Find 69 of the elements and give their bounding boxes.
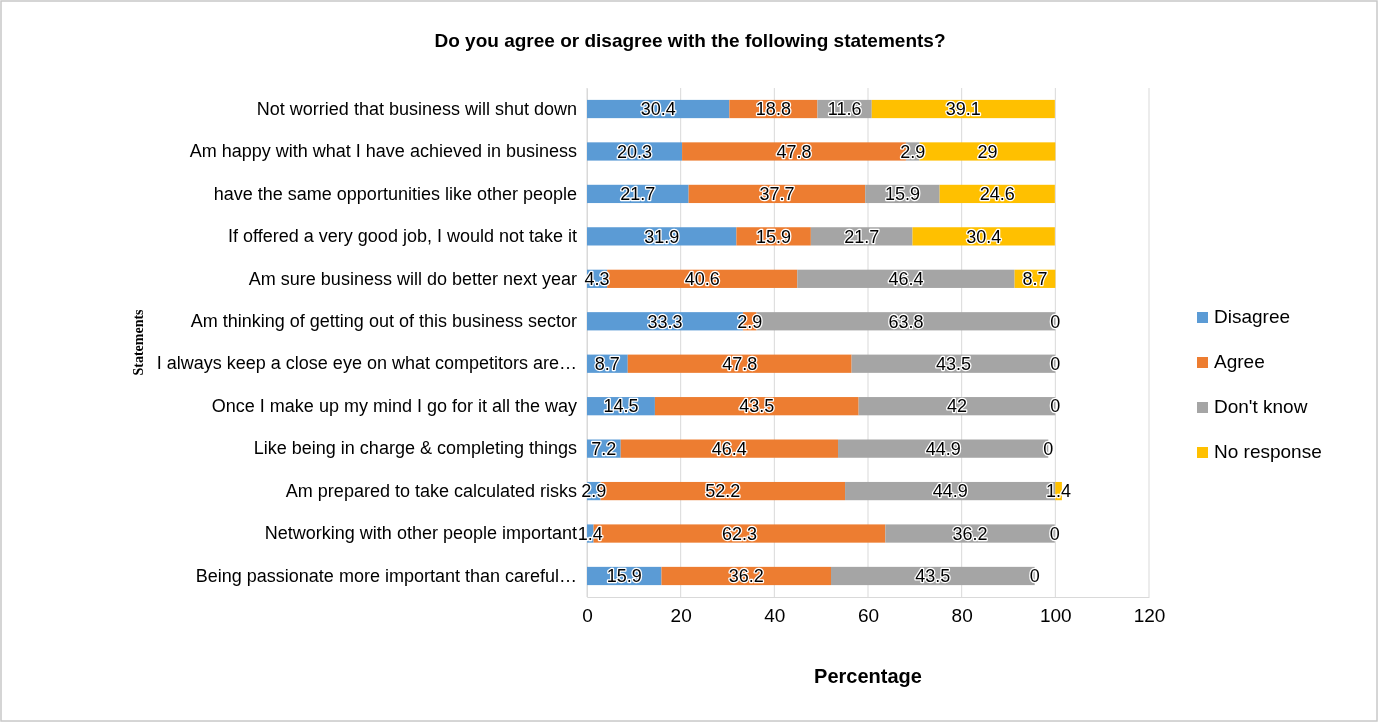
data-label: 21.7 [620, 184, 656, 205]
x-tick-label: 120 [1133, 605, 1166, 627]
data-label: 47.8 [722, 354, 758, 375]
data-label: 15.9 [756, 226, 792, 247]
legend-label: Disagree [1214, 306, 1291, 327]
data-label: 0 [1049, 523, 1060, 544]
y-axis-title: Statements [130, 308, 146, 376]
x-tick-label: 40 [764, 605, 786, 627]
legend-label: Don't know [1214, 396, 1308, 417]
y-tick-label: Being passionate more important than careful… [195, 565, 577, 586]
data-label: 37.7 [759, 184, 795, 205]
data-label: 43.5 [915, 566, 951, 587]
data-label: 30.4 [966, 226, 1002, 247]
data-label: 15.9 [606, 566, 642, 587]
data-label: 30.4 [640, 99, 676, 120]
data-label: 18.8 [755, 99, 791, 120]
data-label: 1.4 [577, 523, 603, 544]
data-label: 14.5 [603, 396, 639, 417]
chart-title: Do you agree or disagree with the following statements? [434, 30, 946, 51]
data-label: 46.4 [888, 269, 924, 290]
legend-label: No response [1214, 441, 1322, 462]
y-tick-label: Am happy with what I have achieved in business [189, 141, 577, 162]
data-label: 21.7 [844, 226, 880, 247]
data-label: 8.7 [594, 354, 620, 375]
data-label: 0 [1029, 566, 1040, 587]
data-label: 24.6 [979, 184, 1015, 205]
y-tick-label: If offered a very good job, I would not take it [228, 226, 577, 247]
data-label: 43.5 [935, 354, 971, 375]
data-label: 15.9 [884, 184, 920, 205]
data-label: 47.8 [776, 141, 812, 162]
data-label: 63.8 [888, 311, 924, 332]
x-tick-label: 0 [582, 605, 593, 627]
data-label: 31.9 [644, 226, 680, 247]
y-tick-label: Once I make up my mind I go for it all the way [211, 395, 577, 416]
data-label: 0 [1050, 354, 1061, 375]
data-label: 0 [1050, 311, 1061, 332]
data-label: 52.2 [705, 481, 741, 502]
data-label: 39.1 [945, 99, 981, 120]
data-label: 43.5 [739, 396, 775, 417]
y-tick-label: Not worried that business will shut down [256, 98, 577, 119]
data-label: 0 [1050, 396, 1061, 417]
data-label: 46.4 [711, 438, 747, 459]
data-label: 29 [977, 141, 998, 162]
data-label: 44.9 [925, 438, 961, 459]
data-label: 36.2 [728, 566, 764, 587]
x-tick-label: 80 [951, 605, 973, 627]
data-label: 7.2 [591, 438, 617, 459]
data-label: 11.6 [827, 99, 862, 120]
data-label: 36.2 [952, 523, 988, 544]
data-label: 44.9 [932, 481, 968, 502]
data-label: 8.7 [1022, 269, 1048, 290]
legend-label: Agree [1214, 351, 1265, 372]
y-tick-label: Like being in charge & completing things [253, 438, 577, 459]
y-tick-label: Am sure business will do better next year [248, 268, 577, 289]
data-label: 40.6 [684, 269, 720, 290]
x-axis-title: Percentage [814, 665, 922, 687]
y-tick-label: I always keep a close eye on what competitors are… [156, 353, 577, 374]
data-label: 42 [946, 396, 967, 417]
y-tick-label: Am prepared to take calculated risks [285, 480, 577, 501]
y-tick-label: Networking with other people important [264, 523, 577, 544]
x-tick-label: 60 [857, 605, 880, 627]
x-tick-label: 20 [670, 605, 692, 627]
data-label: 0 [1043, 438, 1054, 459]
data-label: 20.3 [617, 141, 653, 162]
y-tick-label: have the same opportunities like other people [213, 183, 577, 204]
y-tick-label: Am thinking of getting out of this business sector [190, 311, 577, 332]
x-tick-label: 100 [1039, 605, 1072, 627]
data-label: 62.3 [721, 523, 757, 544]
data-label: 33.3 [647, 311, 683, 332]
